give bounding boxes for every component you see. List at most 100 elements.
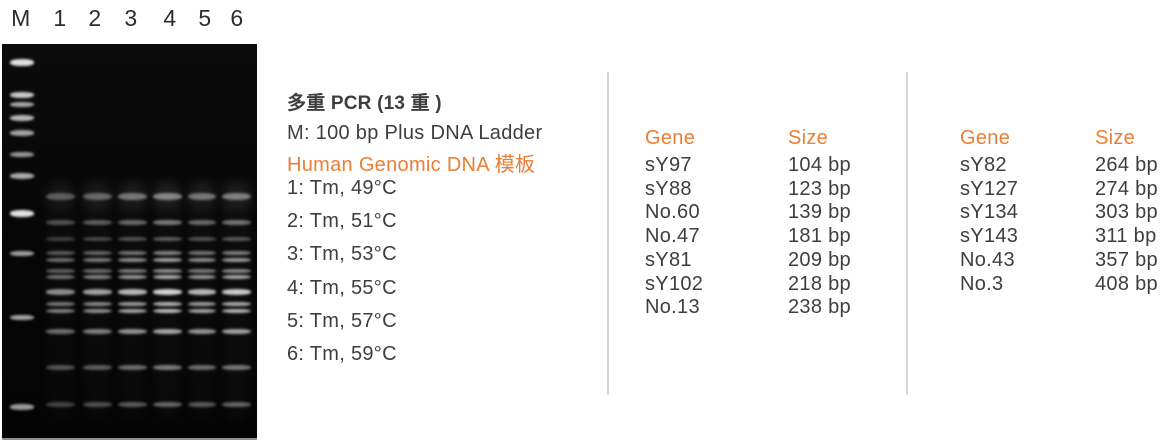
- gel-band: [153, 274, 182, 280]
- table-header-row: Gene Size: [960, 126, 1158, 151]
- gel-band: [118, 308, 147, 314]
- ladder-label: M: 100 bp Plus DNA Ladder: [287, 122, 543, 144]
- divider-left: [607, 72, 609, 395]
- table-row: sY88 123 bp: [645, 178, 851, 202]
- gene-name: sY102: [645, 272, 704, 295]
- gene-name: sY134: [960, 201, 1019, 224]
- primer-table-2: Gene Size sY82 264 bp sY127 274 bp sY134…: [960, 126, 1158, 296]
- table-row: No.43 357 bp: [960, 249, 1158, 273]
- gel-band: [83, 328, 112, 334]
- condition-line-5: 5: Tm, 57°C: [287, 310, 397, 332]
- gene-name: sY143: [960, 225, 1019, 248]
- lane-label: 3: [124, 5, 138, 31]
- gel-smear: [118, 183, 147, 209]
- gel-band: [188, 328, 216, 334]
- table-row: sY143 311 bp: [960, 225, 1158, 249]
- gel-band: [118, 302, 147, 306]
- gel-band: [188, 237, 216, 241]
- gel-band: [46, 274, 75, 280]
- gel-band: [46, 308, 75, 314]
- gel-marker-band: [10, 92, 34, 98]
- gel-band: [83, 274, 112, 280]
- lane-label: M: [11, 5, 31, 31]
- condition-line-2: 2: Tm, 51°C: [287, 210, 397, 232]
- gel-marker-band: [10, 151, 34, 157]
- gel-band: [46, 364, 75, 370]
- condition-line-4: 4: Tm, 55°C: [287, 277, 397, 299]
- amplicon-size: 311 bp: [1095, 225, 1157, 248]
- amplicon-size: 238 bp: [788, 296, 851, 319]
- gel-band: [46, 237, 75, 241]
- table-row: No.3 408 bp: [960, 273, 1158, 297]
- gel-band: [188, 364, 216, 370]
- gel-band: [83, 364, 112, 370]
- gel-band: [188, 258, 216, 262]
- condition-line-3: 3: Tm, 53°C: [287, 243, 397, 265]
- lane-label: 6: [230, 5, 244, 31]
- table-row: sY127 274 bp: [960, 178, 1158, 202]
- amplicon-size: 303 bp: [1095, 201, 1158, 224]
- template-label: Human Genomic DNA 模板: [287, 154, 536, 176]
- gel-marker-band: [10, 404, 34, 410]
- gel-smear: [153, 180, 182, 420]
- gel-band: [153, 237, 182, 241]
- gene-name: No.47: [645, 225, 700, 248]
- gel-band: [188, 251, 216, 255]
- gel-band: [46, 251, 75, 255]
- table-row: sY102 218 bp: [645, 273, 851, 297]
- gel-marker-band: [10, 58, 34, 66]
- table-row: sY82 264 bp: [960, 154, 1158, 178]
- lane-label: 1: [53, 5, 67, 31]
- table-row: sY97 104 bp: [645, 154, 851, 178]
- gel-band: [188, 401, 216, 407]
- gel-band: [118, 364, 147, 370]
- gel-image: [2, 44, 257, 440]
- lane-label: 4: [163, 5, 177, 31]
- gel-band: [118, 237, 147, 241]
- gel-band: [222, 274, 251, 280]
- gel-band: [188, 274, 216, 280]
- gel-band: [188, 302, 216, 306]
- gene-name: sY82: [960, 154, 1007, 176]
- gel-band: [222, 401, 251, 407]
- size-column-header: Size: [1095, 127, 1136, 149]
- gel-band: [118, 289, 147, 295]
- gel-band: [83, 308, 112, 314]
- primer-table-1: Gene Size sY97 104 bp sY88 123 bp No.60 …: [645, 126, 851, 320]
- lane-label: 2: [88, 5, 102, 31]
- gene-name: No.43: [960, 248, 1015, 271]
- gel-band: [153, 328, 182, 334]
- gene-name: sY81: [645, 248, 692, 271]
- gel-band: [153, 401, 182, 407]
- divider-right: [906, 72, 908, 395]
- gel-band: [118, 401, 147, 407]
- gel-marker-band: [10, 101, 34, 107]
- size-column-header: Size: [788, 127, 829, 149]
- amplicon-size: 123 bp: [788, 177, 851, 200]
- amplicon-size: 274 bp: [1095, 177, 1158, 200]
- gene-name: No.3: [960, 272, 1004, 295]
- gel-band: [46, 328, 75, 334]
- gel-band: [46, 192, 75, 200]
- gel-smear: [83, 183, 112, 209]
- gel-marker-band: [10, 314, 34, 320]
- gel-band: [83, 258, 112, 262]
- gene-column-header: Gene: [960, 127, 1011, 149]
- gel-band: [118, 328, 147, 334]
- gel-band: [83, 219, 112, 225]
- gel-band: [118, 269, 147, 273]
- gel-band: [118, 274, 147, 280]
- gel-band: [222, 192, 251, 200]
- gel-band: [188, 308, 216, 314]
- gel-band: [46, 302, 75, 306]
- gel-band: [222, 251, 251, 255]
- gel-band: [153, 269, 182, 273]
- gel-band: [153, 219, 182, 225]
- gel-marker-band: [10, 130, 34, 136]
- amplicon-size: 218 bp: [788, 272, 851, 295]
- gel-band: [83, 192, 112, 200]
- gel-band: [83, 289, 112, 295]
- gel-band: [222, 219, 251, 225]
- table-row: No.47 181 bp: [645, 225, 851, 249]
